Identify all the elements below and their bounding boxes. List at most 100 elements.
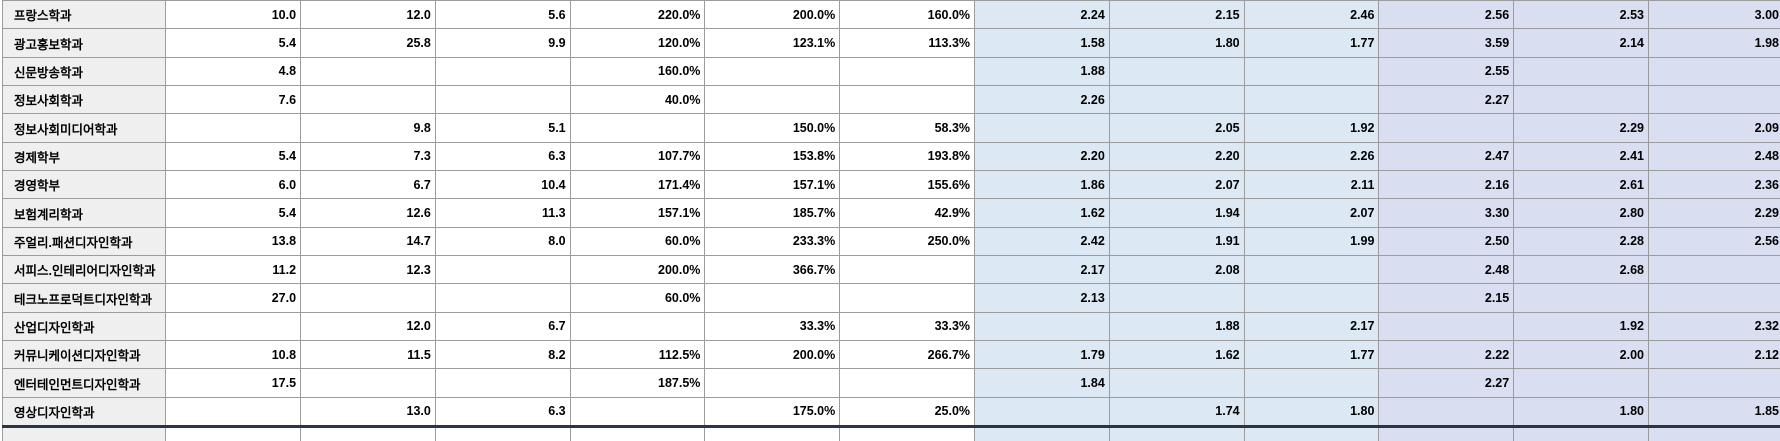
value-cell[interactable]: 1.88 <box>974 56 1110 87</box>
value-cell[interactable]: 7.3 <box>300 141 436 172</box>
value-cell[interactable]: 2.05 <box>1108 113 1245 143</box>
value-cell[interactable]: 2.56 <box>1378 0 1515 30</box>
value-cell[interactable]: 40.0% <box>569 85 706 115</box>
value-cell[interactable]: 2.13 <box>974 283 1110 313</box>
value-cell[interactable]: 2.26 <box>1243 141 1380 172</box>
value-cell[interactable] <box>300 56 436 87</box>
value-cell[interactable]: 33.3% <box>839 311 976 342</box>
value-cell[interactable]: 1.79 <box>974 340 1110 370</box>
value-cell[interactable]: 193.8% <box>839 141 976 172</box>
value-cell[interactable]: 2.48 <box>1378 255 1515 285</box>
value-cell[interactable] <box>300 368 436 398</box>
value-cell[interactable]: 171.4% <box>569 170 706 200</box>
value-cell[interactable]: 200.0% <box>704 340 841 370</box>
value-cell[interactable] <box>300 426 436 441</box>
value-cell[interactable] <box>1243 56 1380 87</box>
value-cell[interactable] <box>1243 255 1380 285</box>
value-cell[interactable] <box>974 311 1110 342</box>
value-cell[interactable] <box>165 311 302 342</box>
value-cell[interactable] <box>1108 283 1245 313</box>
value-cell[interactable]: 3.30 <box>1378 198 1515 228</box>
value-cell[interactable]: 2.15 <box>1108 0 1245 30</box>
value-cell[interactable]: 2.00 <box>1513 340 1650 370</box>
value-cell[interactable]: 2.32 <box>1648 311 1780 342</box>
value-cell[interactable]: 2.29 <box>1648 198 1780 228</box>
value-cell[interactable] <box>704 368 841 398</box>
value-cell[interactable]: 11.2 <box>165 255 302 285</box>
value-cell[interactable]: 6.3 <box>434 141 571 172</box>
value-cell[interactable]: 113.3% <box>839 28 976 58</box>
value-cell[interactable] <box>1648 85 1780 115</box>
value-cell[interactable]: 8.2 <box>434 340 571 370</box>
value-cell[interactable]: 153.8% <box>704 141 841 172</box>
value-cell[interactable]: 25.8 <box>300 28 436 58</box>
value-cell[interactable]: 60.0% <box>569 283 706 313</box>
value-cell[interactable]: 60.0% <box>569 226 706 257</box>
value-cell[interactable]: 10.4 <box>434 170 571 200</box>
value-cell[interactable]: 9.8 <box>300 113 436 143</box>
value-cell[interactable]: 1.86 <box>974 170 1110 200</box>
value-cell[interactable] <box>1648 283 1780 313</box>
value-cell[interactable]: 160.0% <box>839 0 976 30</box>
value-cell[interactable] <box>1243 368 1380 398</box>
value-cell[interactable]: 175.0% <box>704 396 841 429</box>
value-cell[interactable]: 2.28 <box>1513 226 1650 257</box>
value-cell[interactable]: 4.8 <box>165 56 302 87</box>
value-cell[interactable]: 2.14 <box>1513 28 1650 58</box>
value-cell[interactable] <box>569 113 706 143</box>
value-cell[interactable] <box>1648 56 1780 87</box>
value-cell[interactable] <box>434 426 571 441</box>
value-cell[interactable] <box>1108 368 1245 398</box>
value-cell[interactable]: 2.20 <box>974 141 1110 172</box>
value-cell[interactable]: 42.9% <box>839 198 976 228</box>
value-cell[interactable] <box>1243 283 1380 313</box>
value-cell[interactable]: 2.27 <box>1378 368 1515 398</box>
department-cell[interactable]: 주얼리.패션디자인학과 <box>2 226 167 257</box>
value-cell[interactable] <box>839 255 976 285</box>
value-cell[interactable] <box>1513 426 1650 441</box>
value-cell[interactable]: 12.0 <box>300 311 436 342</box>
value-cell[interactable] <box>1513 368 1650 398</box>
value-cell[interactable] <box>165 396 302 429</box>
value-cell[interactable]: 2.12 <box>1648 340 1780 370</box>
value-cell[interactable]: 1.88 <box>1108 311 1245 342</box>
value-cell[interactable]: 5.4 <box>165 141 302 172</box>
department-cell[interactable] <box>2 426 167 441</box>
value-cell[interactable] <box>300 283 436 313</box>
value-cell[interactable]: 1.85 <box>1648 396 1780 429</box>
value-cell[interactable]: 14.7 <box>300 226 436 257</box>
department-cell[interactable]: 신문방송학과 <box>2 56 167 87</box>
value-cell[interactable] <box>1648 368 1780 398</box>
value-cell[interactable] <box>974 426 1110 441</box>
value-cell[interactable]: 112.5% <box>569 340 706 370</box>
value-cell[interactable]: 157.1% <box>569 198 706 228</box>
value-cell[interactable]: 33.3% <box>704 311 841 342</box>
value-cell[interactable] <box>839 426 976 441</box>
value-cell[interactable]: 2.26 <box>974 85 1110 115</box>
value-cell[interactable] <box>1378 113 1515 143</box>
value-cell[interactable]: 266.7% <box>839 340 976 370</box>
value-cell[interactable]: 11.3 <box>434 198 571 228</box>
value-cell[interactable] <box>300 85 436 115</box>
value-cell[interactable] <box>1108 426 1245 441</box>
value-cell[interactable]: 1.84 <box>974 368 1110 398</box>
value-cell[interactable]: 200.0% <box>704 0 841 30</box>
value-cell[interactable]: 2.16 <box>1378 170 1515 200</box>
value-cell[interactable]: 120.0% <box>569 28 706 58</box>
value-cell[interactable]: 25.0% <box>839 396 976 429</box>
value-cell[interactable]: 2.11 <box>1243 170 1380 200</box>
value-cell[interactable]: 8.0 <box>434 226 571 257</box>
value-cell[interactable]: 11.5 <box>300 340 436 370</box>
value-cell[interactable] <box>569 311 706 342</box>
value-cell[interactable] <box>704 85 841 115</box>
department-cell[interactable]: 엔터테인먼트디자인학과 <box>2 368 167 398</box>
value-cell[interactable]: 2.27 <box>1378 85 1515 115</box>
value-cell[interactable] <box>165 113 302 143</box>
value-cell[interactable] <box>1513 56 1650 87</box>
value-cell[interactable]: 2.07 <box>1108 170 1245 200</box>
value-cell[interactable]: 150.0% <box>704 113 841 143</box>
value-cell[interactable]: 13.8 <box>165 226 302 257</box>
value-cell[interactable] <box>974 113 1110 143</box>
value-cell[interactable] <box>839 56 976 87</box>
value-cell[interactable] <box>569 426 706 441</box>
